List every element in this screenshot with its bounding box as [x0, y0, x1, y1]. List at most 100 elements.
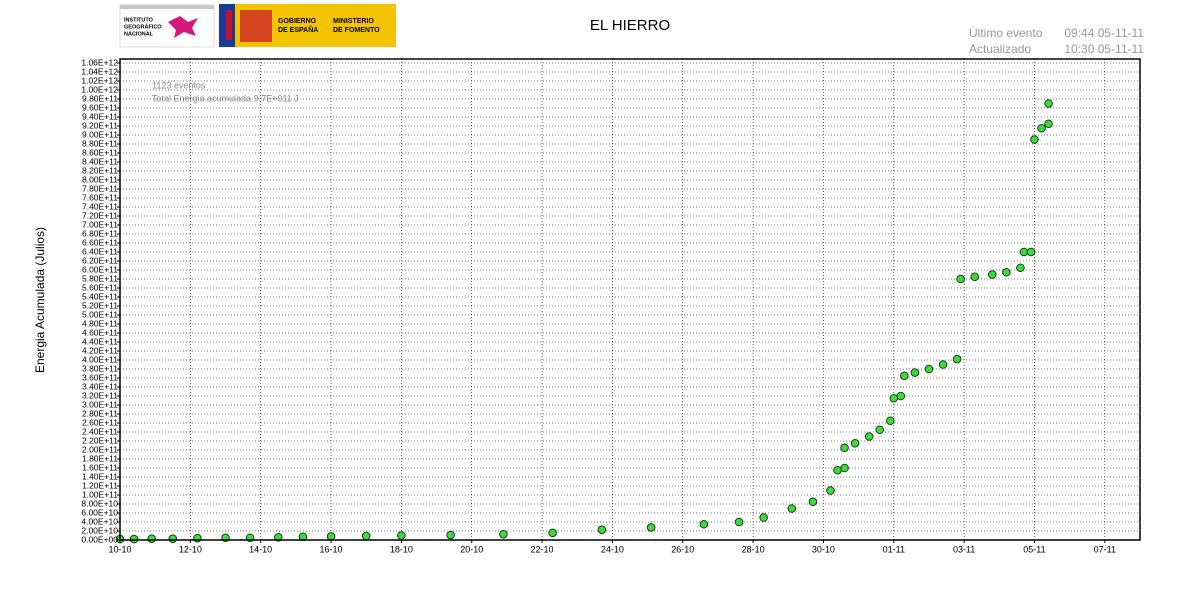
point [952, 354, 962, 364]
status-label: Actualizado [969, 42, 1031, 56]
point [787, 504, 797, 513]
point [1019, 247, 1029, 257]
point [1044, 119, 1053, 129]
logo-flag [226, 10, 232, 40]
point [889, 393, 899, 403]
y-tick-label: 9.20E+11 [82, 120, 118, 130]
point [956, 274, 965, 284]
point [840, 463, 849, 473]
logo-band [120, 5, 214, 9]
logo-text: GOBIERNO [278, 18, 317, 25]
y-tick-label: 2.60E+11 [82, 417, 118, 427]
point [875, 425, 885, 435]
point [900, 371, 909, 381]
status-value: 09:44 05-11-11 [1064, 26, 1144, 40]
point [193, 533, 202, 543]
y-tick-label: 8.80E+11 [82, 138, 118, 148]
y-tick-label: 0.00E+00 [81, 534, 118, 544]
logo-text: DE ESPAÑA [278, 25, 318, 34]
point [273, 533, 283, 542]
x-tick-label: 16-10 [320, 544, 343, 554]
logo-text: MINISTERIO [333, 18, 374, 25]
x-tick-label: 14-10 [249, 544, 272, 554]
y-tick-label: 1.06E+12 [81, 57, 118, 67]
point [1026, 247, 1036, 257]
logo-mark [168, 16, 198, 38]
y-tick-label: 8.40E+11 [82, 156, 118, 166]
logo-text: NACIONAL [124, 31, 154, 37]
logo-shield [240, 10, 272, 42]
x-tick-label: 24-10 [601, 544, 624, 554]
y-tick-label: 5.00E+11 [82, 309, 118, 319]
point [910, 368, 920, 377]
annotation: 1123 eventos [152, 80, 206, 90]
status-label: Último evento [969, 25, 1043, 40]
y-tick-label: 1.40E+11 [82, 471, 118, 481]
y-tick-label: 7.40E+11 [82, 201, 118, 211]
x-tick-label: 26-10 [671, 544, 694, 554]
point [361, 531, 371, 541]
y-tick-label: 7.20E+11 [82, 210, 118, 220]
y-tick-label: 8.20E+11 [82, 165, 118, 175]
point [826, 486, 835, 495]
point [147, 534, 156, 543]
status-value: 10:30 05-11-11 [1064, 42, 1144, 56]
point [397, 531, 406, 540]
x-tick-label: 22-10 [531, 544, 554, 554]
plot [115, 59, 1140, 544]
y-tick-label: 9.80E+11 [82, 93, 118, 103]
point [597, 525, 607, 534]
point [987, 270, 997, 279]
point [1016, 263, 1025, 273]
y-tick-label: 8.60E+11 [82, 147, 118, 157]
x-tick-label: 12-10 [179, 544, 202, 554]
point [1030, 135, 1039, 144]
y-tick-label: 4.60E+11 [82, 327, 118, 337]
y-tick-label: 3.80E+11 [82, 363, 118, 373]
y-tick-label: 6.00E+10 [81, 507, 118, 517]
y-tick-label: 4.20E+11 [82, 345, 118, 355]
point [840, 443, 849, 453]
point [734, 517, 744, 527]
point [548, 528, 557, 538]
point [864, 432, 874, 441]
point [129, 534, 139, 544]
point [446, 530, 455, 540]
x-tick-label: 30-10 [812, 544, 835, 554]
y-tick-label: 3.00E+11 [82, 399, 118, 409]
logo-box [119, 4, 215, 48]
y-tick-label: 5.40E+11 [82, 291, 118, 301]
y-tick-label: 5.20E+11 [82, 300, 118, 310]
y-tick-label: 7.60E+11 [82, 192, 118, 202]
point [896, 391, 906, 401]
point [1037, 123, 1046, 133]
annotation: Total Energia acumulada 9.7E+011 J [152, 93, 299, 103]
y-tick-label: 2.00E+10 [81, 525, 118, 535]
logo-text: GEOGRÁFICO [124, 23, 162, 30]
x-tick-label: 28-10 [742, 544, 765, 554]
y-tick-label: 3.60E+11 [82, 372, 118, 382]
point [970, 272, 979, 282]
logo-gobierno: GOBIERNO DE ESPAÑA MINISTERIO DE FOMENTO [219, 4, 396, 47]
y-tick-label: 3.40E+11 [82, 381, 118, 391]
y-tick-label: 2.80E+11 [82, 408, 118, 418]
y-tick-label: 8.00E+10 [81, 498, 118, 508]
y-tick-label: 5.60E+11 [82, 282, 118, 292]
point [699, 519, 709, 529]
y-tick-label: 1.00E+11 [82, 489, 118, 499]
x-tick-label: 03-11 [953, 544, 975, 554]
y-tick-label: 8.00E+11 [82, 174, 118, 184]
point [885, 416, 895, 426]
y-tick-label: 6.80E+11 [82, 228, 118, 238]
y-tick-label: 1.04E+12 [81, 66, 118, 76]
x-tick-label: 20-10 [460, 544, 483, 554]
chart-title: EL HIERRO [590, 17, 670, 34]
x-tick-label: 07-11 [1094, 544, 1116, 554]
status: Último evento 09:44 05-11-11 Actualizado… [969, 25, 1144, 56]
logo-ign: INSTITUTO GEOGRÁFICO NACIONAL [119, 4, 215, 48]
y-tick-label: 6.00E+11 [82, 264, 118, 274]
y-tick-label: 4.80E+11 [82, 318, 118, 328]
point [499, 529, 508, 539]
